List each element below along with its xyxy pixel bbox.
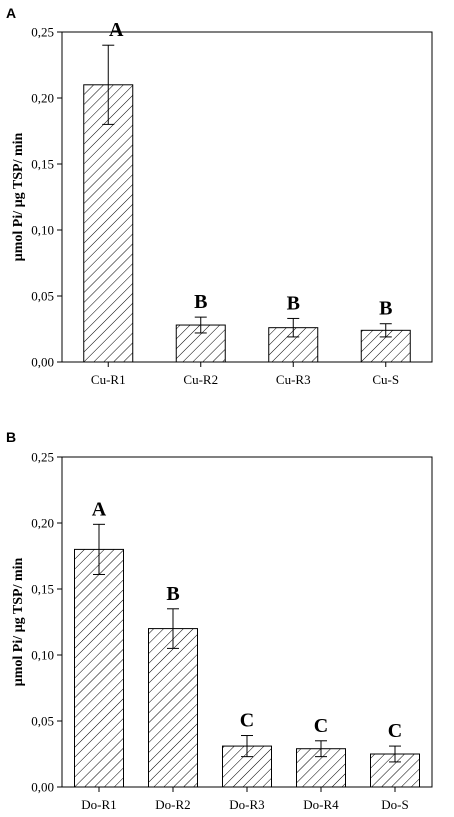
y-axis-label: µmol Pi/ µg TSP/ min xyxy=(11,557,26,686)
significance-letter: C xyxy=(240,710,254,732)
chart-panel-b: B 0,00 0,05 0,10 0,15 0,20 0,25 µmol Pi/ µg TSP… xyxy=(6,429,433,812)
chart-panel-a: A 0,00 0,05 0,10 0,15 0,20 0,25 µmol Pi/ µg TSP… xyxy=(6,5,433,387)
x-tick-label: Do-R4 xyxy=(303,797,339,812)
y-tick-label: 0,05 xyxy=(31,289,54,304)
x-tick-label: Do-R3 xyxy=(229,797,264,812)
y-axis-label: µmol Pi/ µg TSP/ min xyxy=(11,132,26,261)
y-tick-label: 0,15 xyxy=(31,582,54,597)
x-tick-label: Do-R1 xyxy=(81,797,116,812)
panel-letter: B xyxy=(6,429,16,445)
y-tick-label: 0,00 xyxy=(31,355,54,370)
x-tick-label: Do-R2 xyxy=(155,797,190,812)
plot-frame xyxy=(61,31,433,363)
y-tick-label: 0,20 xyxy=(31,91,54,106)
y-tick-label: 0,05 xyxy=(31,714,54,729)
y-tick-label: 0,25 xyxy=(31,25,54,40)
y-tick-label: 0,20 xyxy=(31,516,54,531)
significance-letter: C xyxy=(388,720,402,742)
y-tick-label: 0,10 xyxy=(31,648,54,663)
y-tick-label: 0,00 xyxy=(31,780,54,795)
x-tick-label: Do-S xyxy=(381,797,408,812)
significance-letter: B xyxy=(166,583,179,605)
significance-letter: B xyxy=(287,292,300,314)
x-tick-label: Cu-S xyxy=(372,372,399,387)
x-tick-label: Cu-R2 xyxy=(183,372,218,387)
significance-letter: C xyxy=(314,715,328,737)
significance-letter: A xyxy=(92,498,107,520)
y-tick-label: 0,15 xyxy=(31,157,54,172)
bar xyxy=(148,628,198,788)
panel-letter: A xyxy=(6,5,16,21)
bar xyxy=(74,548,124,788)
y-tick-label: 0,25 xyxy=(31,450,54,465)
x-tick-label: Cu-R3 xyxy=(276,372,311,387)
x-tick-label: Cu-R1 xyxy=(91,372,126,387)
bar xyxy=(83,84,134,363)
significance-letter: B xyxy=(194,291,207,313)
significance-letter: B xyxy=(379,298,392,320)
y-tick-label: 0,10 xyxy=(31,223,54,238)
significance-letter: A xyxy=(109,19,124,41)
